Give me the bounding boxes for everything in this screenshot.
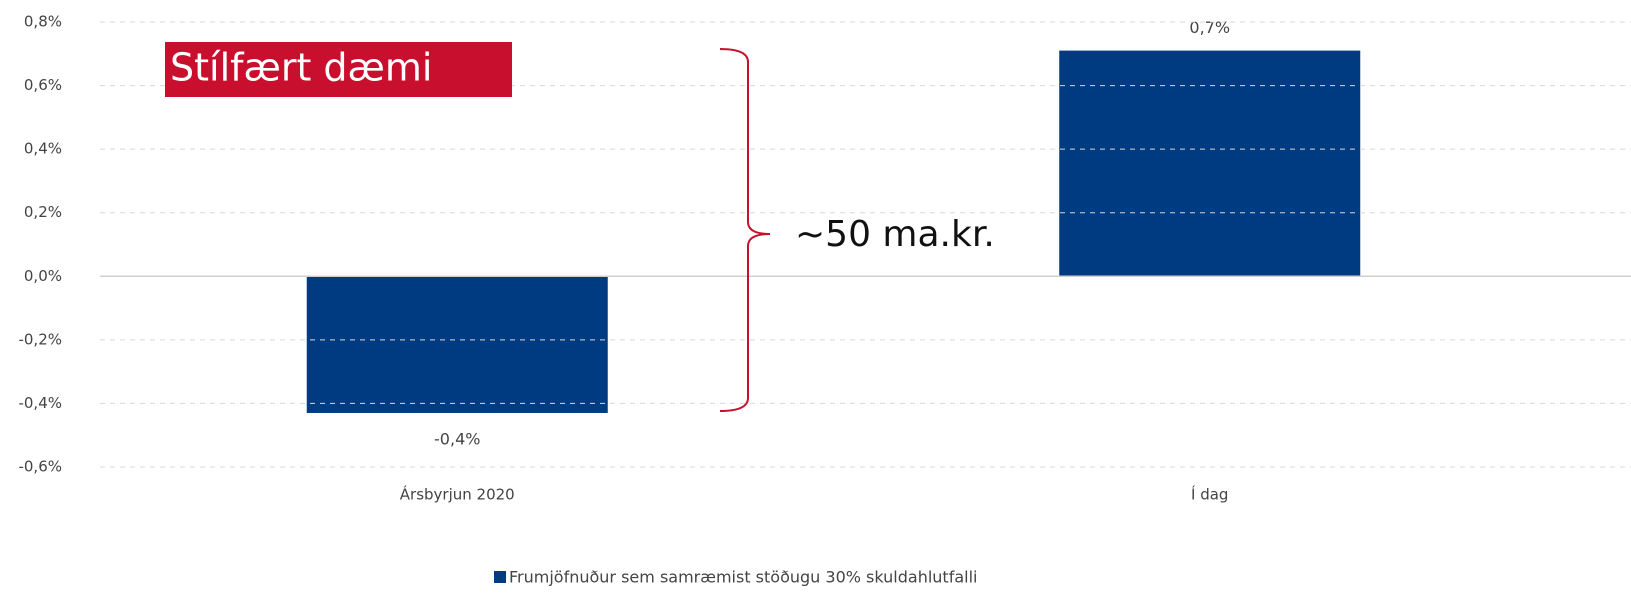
- y-tick-label: 0,0%: [24, 267, 62, 285]
- bar: [306, 276, 608, 413]
- y-tick-label: -0,4%: [18, 394, 62, 412]
- y-tick-label: 0,4%: [24, 140, 62, 158]
- y-tick-label: -0,2%: [18, 330, 62, 348]
- y-tick-label: 0,2%: [24, 203, 62, 221]
- brace: [719, 48, 771, 412]
- y-tick-label: 0,8%: [24, 13, 62, 31]
- legend-swatch: [494, 571, 506, 583]
- y-tick-label: 0,6%: [24, 76, 62, 94]
- data-label: -0,4%: [434, 429, 480, 448]
- y-tick-label: -0,6%: [18, 458, 62, 476]
- brace-label: ~50 ma.kr.: [795, 214, 995, 255]
- x-tick-label: Ársbyrjun 2020: [400, 485, 515, 504]
- legend-label: Frumjöfnuður sem samræmist stöðugu 30% s…: [509, 568, 977, 587]
- example-badge: [165, 42, 512, 97]
- x-tick-label: Í dag: [1191, 485, 1228, 504]
- example-label: Stílfært dæmi: [170, 46, 432, 90]
- bar: [1059, 50, 1361, 277]
- data-label: 0,7%: [1189, 18, 1230, 37]
